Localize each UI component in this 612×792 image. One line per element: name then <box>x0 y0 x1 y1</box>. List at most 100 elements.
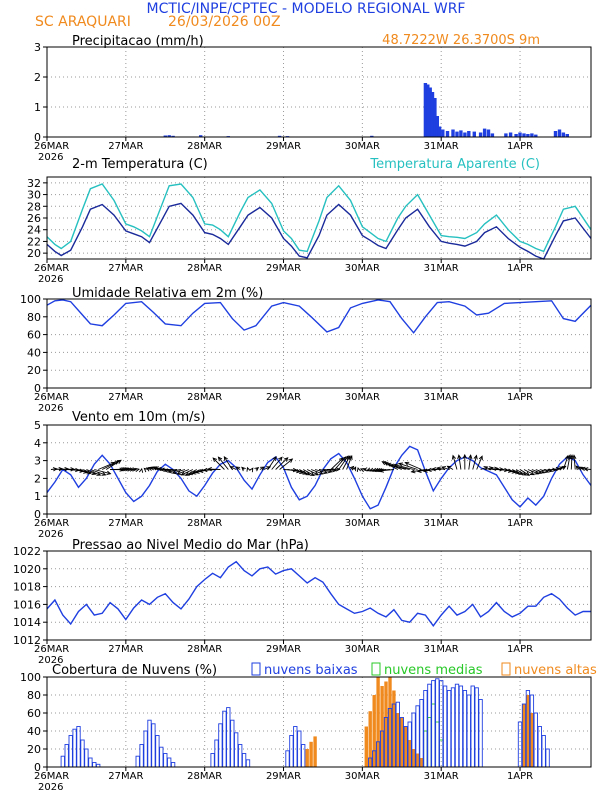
wind-arrowhead <box>283 457 289 462</box>
wind-arrowhead <box>235 466 241 471</box>
cloud-low-bar <box>293 726 298 768</box>
x-tick-label: 1APR <box>507 771 533 782</box>
wind-arrow <box>314 469 328 474</box>
wind-arrowhead <box>381 461 387 466</box>
cloud-low-bar <box>458 685 464 768</box>
y-tick-label: 100 <box>20 293 41 306</box>
y-tick-label: 0 <box>34 508 41 521</box>
y-tick-label: 2 <box>34 71 41 84</box>
wind-arrowhead <box>129 467 135 472</box>
precip-bar <box>163 135 167 137</box>
wind-arrowhead <box>96 471 102 476</box>
x-tick-label: 29MAR <box>266 263 301 274</box>
cloud-low-bar <box>450 687 456 768</box>
wind-arrowhead <box>404 461 410 466</box>
wind-arrowhead <box>229 466 235 471</box>
wind-arrowhead <box>373 467 379 473</box>
wind-arrowhead <box>171 470 177 475</box>
x-tick-label: 30MAR <box>345 518 380 529</box>
header-location: SC ARAQUARI <box>35 14 131 30</box>
x-tick-label: 28MAR <box>187 392 222 403</box>
cloud-low-bar <box>92 762 97 768</box>
x-tick-label: 26MAR <box>34 644 69 655</box>
y-tick-label: 1 <box>34 101 41 114</box>
cloud-low-bar <box>431 680 436 768</box>
wind-arrowhead <box>422 468 428 473</box>
cloud-high-bar <box>404 726 408 767</box>
wind-arrowhead <box>323 469 329 475</box>
wind-arrowhead <box>540 469 546 474</box>
y-tick-label: 20 <box>27 743 41 756</box>
wind-arrow <box>212 457 225 470</box>
cloud-low-bar <box>163 753 168 768</box>
wind-arrowhead <box>194 469 200 474</box>
cloud-low-bar <box>143 730 148 768</box>
x-tick-label: 26MAR <box>34 518 69 529</box>
y-tick-label: 60 <box>27 707 41 720</box>
x-tick-label: 29MAR <box>266 141 301 152</box>
wind-arrow <box>405 462 422 470</box>
cloud-low-bar <box>537 726 542 768</box>
precip-bar <box>534 134 538 137</box>
y-tick-label: 2 <box>34 472 41 485</box>
legend-label-0: nuvens baixas <box>264 663 358 678</box>
wind-arrow <box>177 469 190 475</box>
wind-arrow <box>468 455 472 470</box>
wind-arrow <box>398 462 418 470</box>
wind-arrow <box>570 455 573 470</box>
x-tick-label: 28MAR <box>187 141 222 152</box>
wind-arrow <box>531 469 542 474</box>
wind-arrow <box>519 469 530 476</box>
wind-arrowhead <box>151 466 157 471</box>
cloud-mid-bar <box>423 730 428 768</box>
cloud-low-bar <box>478 699 483 768</box>
x-tick-label: 27MAR <box>108 263 143 274</box>
wind-arrow <box>78 469 91 474</box>
cloud-low-bar <box>72 728 77 768</box>
precip-bar <box>433 98 437 137</box>
y-tick-label: 0 <box>34 131 41 144</box>
wind-arrow <box>458 455 462 470</box>
wind-arrow <box>539 469 549 473</box>
precip-bar <box>478 132 483 137</box>
y-tick-label: 1016 <box>13 598 41 611</box>
wind-arrowhead <box>288 458 294 463</box>
wind-arrow <box>172 469 186 474</box>
wind-arrow <box>181 469 194 476</box>
x-tick-label: 26MAR <box>34 771 69 782</box>
cloud-low-bar <box>533 712 538 768</box>
wind-arrowhead <box>101 471 107 476</box>
wind-arrow <box>562 455 569 470</box>
panel-title-precip: Precipitacao (mm/h) <box>72 34 204 49</box>
cloud-high-bar <box>415 753 420 767</box>
precip-bar <box>553 131 558 137</box>
y-tick-label: 60 <box>27 329 41 342</box>
wind-arrow <box>322 469 337 471</box>
wind-arrowhead <box>191 470 197 475</box>
cloud-high-bar <box>368 711 372 767</box>
cloud-mid-bar <box>427 717 432 768</box>
wind-arrow <box>515 469 527 476</box>
x-tick-label: 26MAR <box>34 392 69 403</box>
cloud-low-bar <box>474 687 479 768</box>
wind-arrow <box>476 456 483 470</box>
wind-arrowhead <box>241 466 246 472</box>
wind-arrow <box>306 469 319 476</box>
x-tick-label: 1APR <box>507 644 533 655</box>
x-tick-label: 28MAR <box>187 644 222 655</box>
wind-arrow <box>82 469 96 475</box>
cloud-low-bar <box>442 685 448 768</box>
wind-arrowhead <box>132 467 138 472</box>
wind-arrowhead <box>473 454 478 460</box>
wind-arrow <box>218 456 229 470</box>
cloud-high-bar <box>530 713 534 767</box>
wind-arrowhead <box>431 467 437 472</box>
cloud-low-bar <box>151 723 156 768</box>
cloud-low-bar <box>241 753 247 768</box>
cloud-low-bar <box>289 735 294 768</box>
wind-arrowhead <box>371 467 377 473</box>
temp-apparent-label: Temperatura Aparente (C) <box>369 157 540 172</box>
